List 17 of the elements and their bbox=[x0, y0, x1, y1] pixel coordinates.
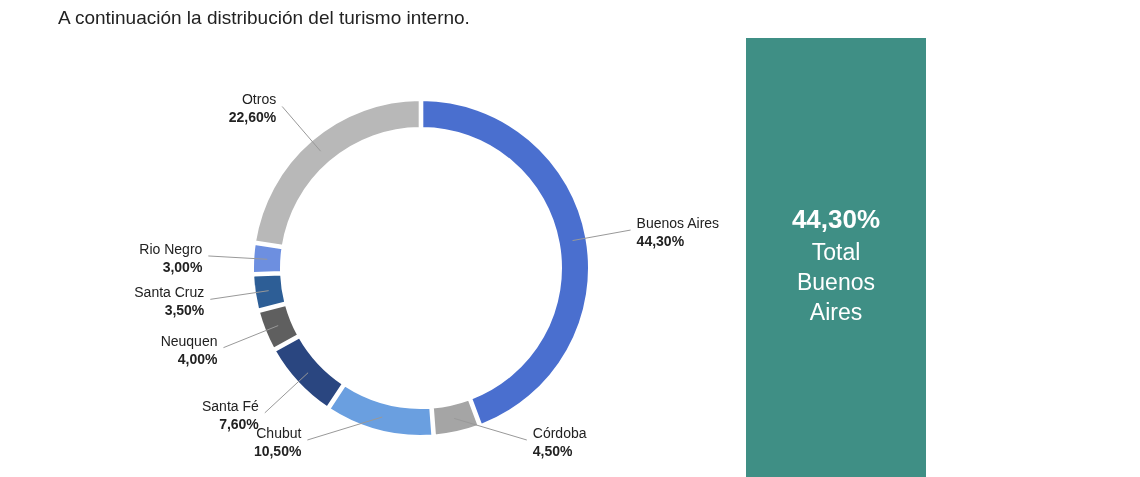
data-label: 22,60% bbox=[228, 109, 277, 126]
data-label: 44,30% bbox=[636, 233, 685, 250]
data-label: 10,50% bbox=[253, 443, 302, 459]
slice-label: Buenos Aires bbox=[636, 215, 720, 232]
slice-label: Otros bbox=[241, 91, 277, 108]
data-label: 3,50% bbox=[164, 302, 205, 319]
slice-label: Neuquen bbox=[160, 332, 218, 349]
chart-title: A continuación la distribución del turismo interno. bbox=[58, 7, 470, 28]
slice-label: Rio Negro bbox=[139, 240, 203, 257]
data-label: 4,00% bbox=[177, 350, 218, 367]
slice-label: Córdoba bbox=[532, 425, 587, 441]
text: Total Buenos Aires bbox=[796, 239, 876, 325]
slice-label: Santa Cruz bbox=[134, 284, 205, 301]
data-label: 3,00% bbox=[162, 258, 203, 275]
text: 44,30% bbox=[791, 204, 881, 234]
data-label: 4,50% bbox=[532, 443, 574, 459]
slice-label: Santa Fé bbox=[201, 397, 260, 414]
